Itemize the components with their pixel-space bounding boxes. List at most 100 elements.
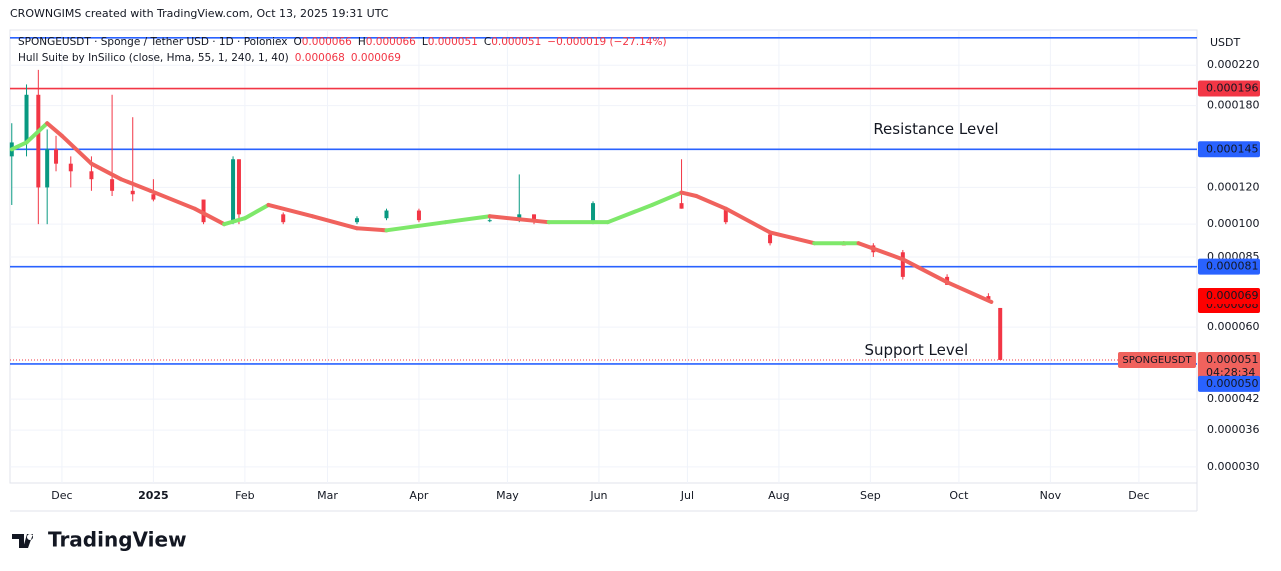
logo: TradingView	[12, 528, 187, 552]
header: CROWNGIMS created with TradingView.com, …	[10, 7, 389, 20]
annotation: Support Level	[864, 341, 968, 359]
hull-segment	[59, 133, 94, 166]
ohlc-value: 0.000051	[491, 36, 541, 48]
price-badge	[1198, 351, 1260, 380]
candle-body	[768, 234, 773, 244]
candle-body	[998, 307, 1003, 360]
level-badge	[1198, 80, 1260, 97]
candle-body	[723, 208, 728, 223]
legend-indicator: Hull Suite by InSilico (close, Hma, 55, …	[18, 52, 401, 64]
hull-segment	[945, 280, 994, 304]
hull-segment	[89, 161, 123, 182]
x-tick-label: May	[496, 489, 519, 502]
level-badge	[1198, 141, 1260, 158]
x-tick-label: 2025	[138, 489, 169, 502]
ohlc-value: 0.000051	[428, 36, 478, 48]
symbol-badge	[1118, 351, 1196, 368]
symbol: SPONGEUSDT · Sponge / Tether USD · 1D · …	[18, 36, 287, 48]
indicator-value: 0.000068	[295, 52, 345, 64]
level-badge	[1198, 375, 1260, 392]
ohlc-value: 0.000066	[366, 36, 416, 48]
y-tick-label: 0.000100	[1207, 217, 1260, 230]
hull-segment	[24, 121, 50, 145]
candle-body	[201, 199, 206, 223]
hull-segment	[354, 226, 389, 233]
hull-segment	[900, 257, 950, 285]
x-tick-label: Dec	[51, 489, 72, 502]
x-tick-label: Feb	[235, 489, 254, 502]
hull-segment	[650, 190, 684, 207]
grid	[10, 30, 1197, 483]
x-tick-label: Sep	[860, 489, 881, 502]
level-label: 0.000196	[1206, 82, 1259, 95]
hull-segment	[192, 206, 227, 227]
y-tick-label: 0.000042	[1207, 392, 1260, 405]
candle-body	[900, 252, 905, 277]
ohlc-key: C	[484, 36, 491, 48]
candle-body	[591, 203, 596, 223]
candle-body	[679, 203, 684, 209]
hull-segment	[856, 241, 905, 262]
hull-segment	[679, 190, 699, 199]
hull-segment	[9, 140, 29, 152]
x-tick-label: Dec	[1128, 489, 1149, 502]
hull-segment	[266, 202, 315, 219]
currency: USDT	[1210, 36, 1241, 49]
candle-body	[89, 171, 94, 180]
candle-body	[54, 149, 59, 164]
candle-body	[354, 218, 359, 223]
hull-segment	[45, 121, 64, 138]
hull-segment	[148, 188, 197, 211]
x-tick-label: Nov	[1040, 489, 1062, 502]
ohlc-key: O	[293, 36, 301, 48]
candle-body	[532, 214, 537, 223]
candle-body	[45, 149, 50, 188]
x-tick-label: Mar	[317, 489, 338, 502]
candle-body	[384, 210, 389, 219]
candle-body	[986, 296, 991, 299]
annotation: Resistance Level	[873, 120, 998, 138]
y-tick-label: 0.000220	[1207, 58, 1260, 71]
x-tick-label: Aug	[768, 489, 789, 502]
ohlc-value: 0.000066	[302, 36, 352, 48]
countdown: 04:28:34	[1206, 366, 1255, 379]
hull-segment	[118, 177, 153, 193]
indicator-value: 0.000069	[351, 52, 401, 64]
candle-body	[231, 159, 236, 223]
candle-body	[68, 163, 73, 172]
candle-body	[281, 214, 286, 223]
marks	[9, 37, 1197, 365]
hull-segment	[694, 194, 728, 211]
hull-segment	[384, 220, 448, 233]
x-tick-label: Oct	[949, 489, 969, 502]
candle-body	[151, 194, 156, 200]
level-label: 0.000050	[1206, 377, 1259, 390]
x-tick-label: Apr	[409, 489, 429, 502]
indicator-label: 0.000069	[1206, 289, 1259, 302]
hull-segment	[768, 230, 817, 246]
x-tick-label: Jul	[680, 489, 694, 502]
price-label: 0.000051	[1206, 353, 1259, 366]
level-label: 0.000081	[1206, 260, 1259, 273]
hull-segment	[487, 214, 551, 225]
logo-icon	[12, 534, 34, 548]
ohlc-key: H	[358, 36, 366, 48]
legend-symbol: SPONGEUSDT · Sponge / Tether USD · 1D · …	[18, 36, 667, 48]
y-tick-label: 0.000120	[1207, 180, 1260, 193]
level-label: 0.000145	[1206, 142, 1259, 155]
candle-body	[130, 190, 135, 195]
hull-segment	[310, 214, 359, 231]
candle-body	[416, 210, 421, 221]
y-tick-label: 0.000180	[1207, 99, 1260, 112]
x-tick-label: Jun	[589, 489, 607, 502]
hull-segment	[242, 202, 271, 221]
hull-segment	[605, 202, 655, 225]
hull-segment	[723, 206, 773, 235]
indicator-badge	[1198, 287, 1260, 304]
overlays: 0.0002200.0001800.0001200.0001000.000085…	[51, 58, 1260, 502]
candle-body	[236, 159, 241, 215]
y-tick-label: 0.000036	[1207, 423, 1260, 436]
candle-body	[110, 179, 115, 191]
ohlc-key: L	[422, 36, 428, 48]
level-badge	[1198, 258, 1260, 275]
